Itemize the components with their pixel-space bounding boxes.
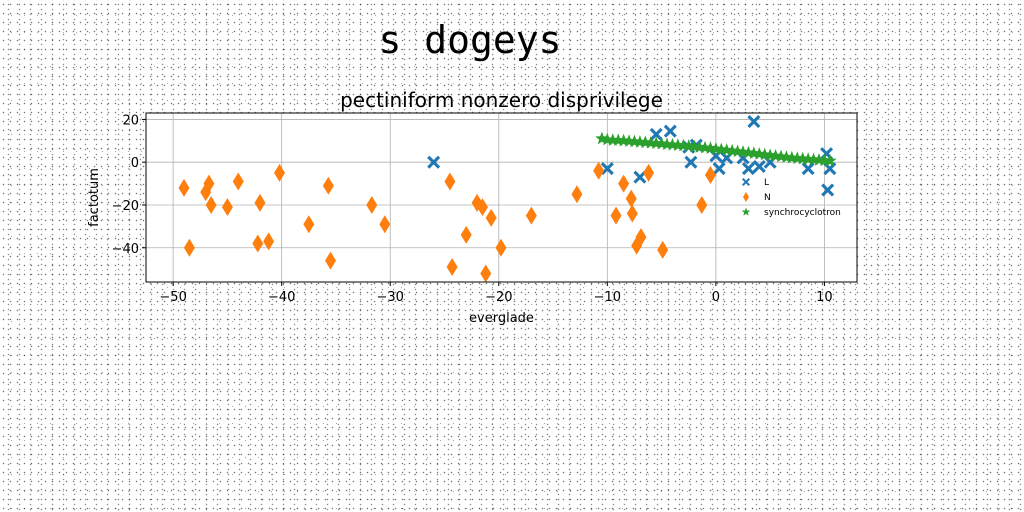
- x-tick-label: −50: [159, 290, 186, 305]
- data-point-N: [274, 163, 286, 182]
- data-point-N: [626, 204, 638, 223]
- data-point-L: [801, 162, 815, 176]
- data-point-synchrocyclotron: [627, 134, 642, 148]
- data-point-L: [712, 162, 726, 176]
- data-point-N: [325, 251, 337, 270]
- data-point-synchrocyclotron: [817, 153, 832, 167]
- data-point-N: [232, 172, 244, 191]
- data-point-N: [618, 174, 630, 193]
- data-point-synchrocyclotron: [606, 133, 620, 146]
- data-point-N: [593, 161, 605, 180]
- data-point-N: [460, 225, 472, 244]
- data-point-synchrocyclotron: [785, 150, 799, 164]
- data-point-synchrocyclotron: [665, 137, 680, 151]
- data-point-L: [752, 159, 766, 173]
- data-point-synchrocyclotron: [611, 133, 625, 147]
- data-point-N: [183, 238, 195, 257]
- x-axis-label: everglade: [469, 311, 534, 326]
- y-tick-label: −20: [112, 199, 139, 214]
- data-point-N: [379, 215, 391, 234]
- data-point-N: [525, 206, 537, 225]
- x-tick-label: −20: [485, 290, 512, 305]
- data-point-synchrocyclotron: [644, 135, 658, 149]
- data-point-L: [663, 124, 677, 138]
- data-point-L: [600, 162, 614, 176]
- data-point-synchrocyclotron: [622, 134, 636, 147]
- data-point-synchrocyclotron: [801, 152, 815, 165]
- data-point-synchrocyclotron: [812, 153, 826, 166]
- plot-area: [146, 113, 857, 282]
- axes-frame: [145, 112, 858, 283]
- data-point-N: [263, 232, 275, 251]
- data-point-N: [178, 178, 190, 197]
- data-point-L: [741, 162, 755, 176]
- data-point-L: [649, 127, 663, 141]
- y-axis-label: factotum: [87, 168, 102, 227]
- data-point-N: [657, 240, 669, 259]
- legend-label: N: [764, 193, 771, 203]
- data-point-synchrocyclotron: [806, 152, 821, 166]
- data-point-N: [625, 189, 637, 208]
- data-point-synchrocyclotron: [633, 135, 647, 148]
- y-tick-label: 0: [131, 156, 139, 171]
- data-point-synchrocyclotron: [649, 136, 663, 150]
- data-point-N: [495, 238, 507, 257]
- legend-marker-synchrocyclotron: [741, 207, 751, 216]
- data-point-N: [696, 195, 708, 214]
- data-point-synchrocyclotron: [671, 138, 685, 151]
- data-point-N: [480, 264, 492, 283]
- x-tick-label: 10: [816, 290, 833, 305]
- data-point-N: [704, 166, 716, 185]
- chart-title: pectiniform nonzero disprivilege: [340, 88, 663, 112]
- data-point-synchrocyclotron: [687, 139, 701, 153]
- data-point-N: [303, 215, 315, 234]
- data-point-synchrocyclotron: [638, 135, 652, 149]
- data-point-L: [821, 183, 835, 197]
- data-point-N: [254, 193, 266, 212]
- x-tick-label: −40: [268, 290, 295, 305]
- figure-suptitle: s dogeys: [378, 18, 562, 62]
- legend-marker-N: [743, 192, 749, 202]
- data-point-synchrocyclotron: [676, 138, 690, 152]
- data-point-N: [366, 195, 378, 214]
- data-point-N: [322, 176, 334, 195]
- data-point-N: [446, 258, 458, 277]
- legend-label: L: [764, 178, 769, 188]
- data-point-synchrocyclotron: [823, 153, 837, 167]
- data-point-L: [747, 115, 761, 129]
- legend-label: synchrocyclotron: [764, 208, 841, 218]
- data-point-N: [643, 163, 655, 182]
- y-tick-label: −40: [112, 242, 139, 257]
- data-point-N: [571, 185, 583, 204]
- x-tick-label: 0: [712, 290, 720, 305]
- x-tick-label: −10: [594, 290, 621, 305]
- data-point-synchrocyclotron: [600, 132, 614, 146]
- x-tick-label: −30: [377, 290, 404, 305]
- data-point-synchrocyclotron: [698, 140, 712, 154]
- y-tick-label: 20: [122, 113, 139, 128]
- data-point-N: [485, 208, 497, 227]
- data-point-N: [252, 234, 264, 253]
- data-point-synchrocyclotron: [616, 133, 631, 147]
- legend-marker-L: [742, 178, 750, 186]
- data-point-L: [427, 155, 441, 169]
- data-point-N: [610, 206, 622, 225]
- data-point-N: [221, 198, 233, 217]
- data-point-N: [205, 195, 217, 214]
- data-point-synchrocyclotron: [790, 151, 804, 165]
- data-point-N: [444, 172, 456, 191]
- data-point-N: [477, 198, 489, 217]
- data-point-L: [684, 155, 698, 169]
- data-point-N: [203, 174, 215, 193]
- data-point-synchrocyclotron: [660, 137, 674, 151]
- data-point-synchrocyclotron: [796, 151, 810, 165]
- data-point-L: [633, 170, 647, 184]
- data-point-N: [635, 228, 647, 247]
